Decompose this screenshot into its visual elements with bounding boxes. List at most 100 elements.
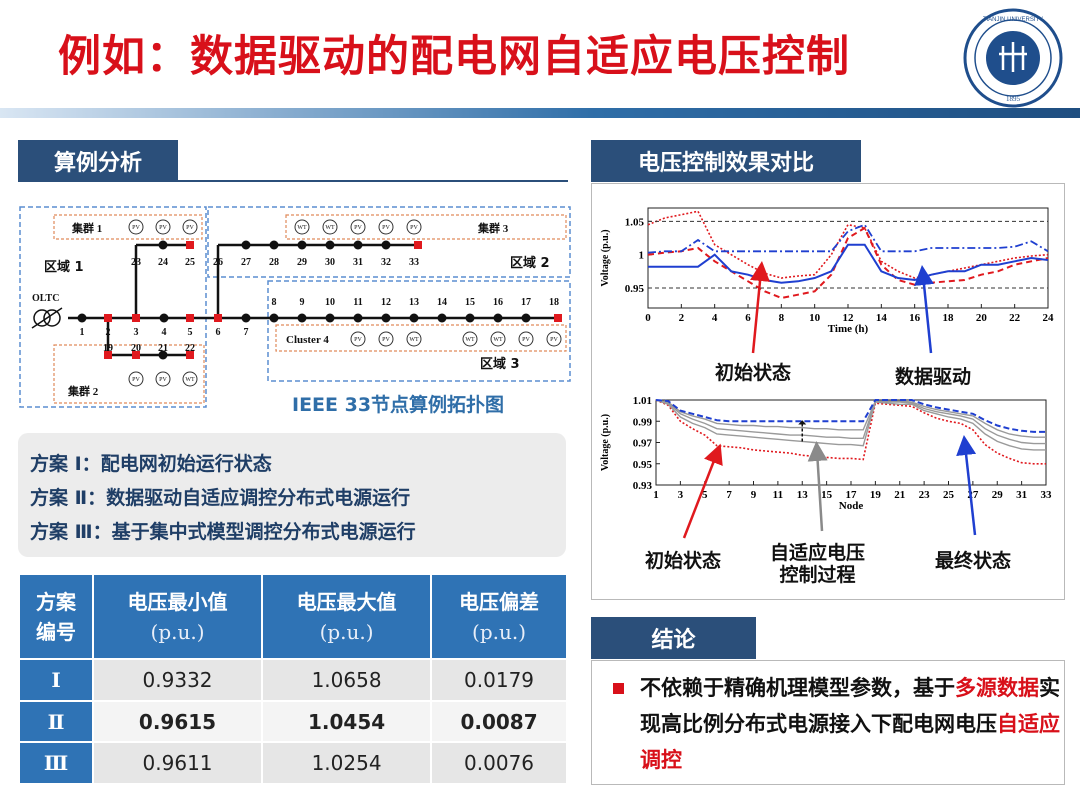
oltc-label: OLTC [32,293,59,304]
cluster-4-box [275,324,567,352]
scheme-item-2: 方案 Ⅱ：数据驱动自适应调控分布式电源运行 [30,487,411,509]
bus-label: 27 [241,257,251,268]
svg-text:PV: PV [354,337,362,343]
bus-label: 5 [188,327,193,338]
x-tick-label: 17 [846,489,858,501]
svg-text:PV: PV [382,337,390,343]
y-tick-label: 0.95 [633,459,653,471]
table-header-row: 方案 编号 电压最小值 (p.u.) 电压最大值 (p.u.) 电压偏差 (p.u.) [18,572,568,661]
x-tick-label: 27 [967,489,979,501]
svg-text:PV: PV [354,225,362,231]
svg-text:WT: WT [465,337,475,343]
svg-text:PV: PV [410,225,418,231]
x-tick-label: 14 [876,312,888,324]
x-tick-label: 24 [1043,312,1055,324]
y-tick-label: 1 [639,250,645,262]
x-tick-label: 21 [894,489,905,501]
region-1-label: 区域 1 [44,259,84,275]
bus-label: 17 [521,297,531,308]
x-tick-label: 18 [943,312,955,324]
improvement-arrow-head [798,420,807,425]
label-initial-state-bottom: 初始状态 [645,550,722,572]
section-title-conclusion: 结论 [591,617,756,659]
x-tick-label: 33 [1041,489,1053,501]
region-1-box [19,206,207,408]
svg-text:TIANJIN UNIVERSITY: TIANJIN UNIVERSITY [983,17,1043,23]
svg-text:PV: PV [522,337,530,343]
bus-label: 26 [213,257,223,268]
bus-label: 25 [185,257,195,268]
arrow-data-driven [914,265,934,354]
y-tick-label: 0.97 [633,438,653,450]
x-tick-label: 7 [726,489,732,501]
plot-area [655,399,1047,486]
region-3-label: 区域 3 [480,356,520,372]
svg-text:PV: PV [159,225,167,231]
table-row: Ⅲ 0.9611 1.0254 0.0076 [18,741,568,785]
y-tick-label: 0.93 [633,480,653,492]
x-tick-label: 4 [712,312,718,324]
x-tick-label: 5 [702,489,708,501]
bus-label: 33 [409,257,419,268]
y-tick-label: 0.95 [625,283,645,295]
y-axis-label: Voltage (p.u.) [600,414,611,471]
bus-label: 16 [493,297,503,308]
arrow-initial-top [750,261,770,354]
bus-label: 22 [185,343,195,354]
table-row: Ⅱ 0.9615 1.0454 0.0087 [18,699,568,744]
x-tick-label: 10 [809,312,821,324]
x-tick-label: 22 [1009,312,1021,324]
topology-caption: IEEE 33节点算例拓扑图 [292,394,505,416]
table-header-vmin: 电压最小值 (p.u.) [91,572,264,661]
region-2-label: 区域 2 [510,255,550,271]
x-tick-label: 16 [909,312,921,324]
bus-label: 2 [106,327,111,338]
region-3-box [267,280,571,382]
bus-label: 11 [353,297,362,308]
table-row: Ⅰ 0.9332 1.0658 0.0179 [18,658,568,702]
series-line-gray [655,399,1046,445]
bus-label: 21 [158,343,168,354]
conclusion-panel [591,660,1065,785]
x-axis-label: Node [839,500,864,512]
svg-text:PV: PV [382,225,390,231]
series-line-blue-dashed [655,399,1046,433]
x-tick-label: 0 [645,312,651,324]
section-title-case-study: 算例分析 [18,140,178,182]
conclusion-text: 不依赖于精确机理模型参数，基于多源数据实现高比例分布式电源接入下配电网电压自适应… [640,676,1060,772]
cluster-2-label: 集群 2 [67,384,99,398]
bus-label: 1 [80,327,85,338]
ieee33-topology-diagram: PV PV PV WT WT PV PV PV PV PV WT WT WT PV PV PV PV WT … [19,206,571,408]
y-tick-label: 1.05 [625,216,645,228]
svg-text:PV: PV [550,337,558,343]
bus-label: 6 [216,327,221,338]
y-tick-label: 0.99 [633,416,653,428]
x-tick-label: 29 [992,489,1004,501]
svg-text:PV: PV [132,377,140,383]
label-initial-state-top: 初始状态 [715,362,792,384]
table-header-vmax: 电压最大值 (p.u.) [261,572,433,661]
series-line-blue-solid [648,243,1049,284]
bus-label: 14 [437,297,447,308]
bus-label: 12 [381,297,391,308]
scheme-list: 方案 Ⅰ：配电网初始运行状态 方案 Ⅱ：数据驱动自适应调控分布式电源运行 方案 … [18,433,566,557]
bus-label: 31 [353,257,363,268]
cluster-1-box [53,214,203,240]
bus-label: 13 [409,297,419,308]
svg-text:PV: PV [186,225,194,231]
bus-label: 4 [162,327,167,338]
slide-title: 例如：数据驱动的配电网自适应电压控制 [58,32,850,82]
scheme-item-1: 方案 Ⅰ：配电网初始运行状态 [30,453,272,475]
svg-text:1895: 1895 [1006,95,1021,103]
cluster-2-box [53,344,205,404]
x-tick-label: 1 [653,489,659,501]
x-tick-label: 13 [797,489,809,501]
cluster-3-label: 集群 3 [477,221,509,235]
series-line-gray [655,399,1046,451]
table-header-dev: 电压偏差 (p.u.) [430,572,568,661]
bus-label: 7 [244,327,249,338]
label-final-state: 最终状态 [935,550,1012,572]
bus-label: 19 [103,343,113,354]
scheme-item-3: 方案 Ⅲ：基于集中式模型调控分布式电源运行 [30,521,416,543]
